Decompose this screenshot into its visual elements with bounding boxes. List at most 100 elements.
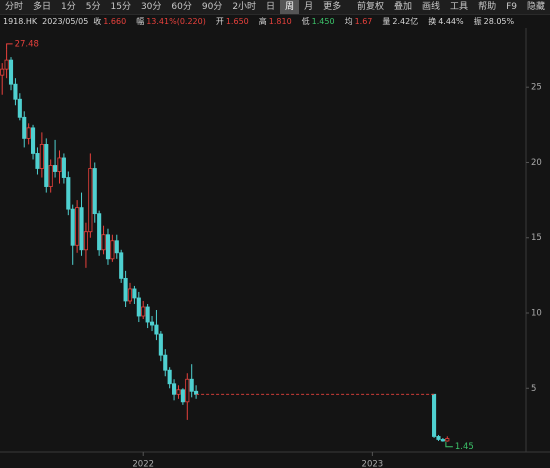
quote-label: 幅 (136, 17, 145, 26)
toolbar-button[interactable]: 分时 (5, 2, 24, 12)
candle-body (185, 378, 190, 403)
candle-body (110, 240, 115, 260)
quote-value: 1.650 (225, 17, 249, 26)
candle-body (70, 208, 75, 246)
candle-body (4, 59, 9, 70)
quote-label: 高 (258, 17, 267, 26)
quote-value: 13.41%(0.220) (146, 17, 206, 26)
annotation-pointer (445, 441, 453, 448)
annotation-pointer (6, 43, 13, 50)
quote-field: 量 2.42亿 (382, 16, 423, 27)
candle-body (176, 389, 181, 395)
candle-body (66, 177, 71, 210)
candle-body (97, 213, 102, 251)
candle-body (145, 306, 150, 323)
candle-body (30, 127, 36, 154)
toolbar-button[interactable]: 多日 (33, 2, 52, 12)
candle-body (114, 240, 119, 254)
candle-body (123, 277, 128, 302)
toolbar-button[interactable]: 30分 (140, 2, 162, 12)
x-tick-label: 2023 (362, 460, 384, 468)
quote-field: 高 1.810 (259, 16, 297, 27)
quote-label: 低 (301, 17, 310, 26)
candle-body (189, 378, 194, 392)
quote-label: 均 (344, 17, 353, 26)
annotation-label: 27.48 (15, 39, 39, 49)
quote-value: 2.42亿 (392, 17, 419, 26)
x-tick-label: 2022 (132, 460, 154, 468)
candle-body (136, 297, 141, 317)
toolbar-button[interactable]: 2小时 (232, 2, 257, 12)
candle-body (163, 354, 168, 371)
candle-body (61, 157, 66, 178)
candle-body (158, 333, 163, 356)
candle-body (13, 83, 18, 100)
toolbar-button[interactable]: 90分 (201, 2, 223, 12)
candle-body (101, 234, 106, 251)
toolbar-button[interactable]: 前复权 (357, 2, 385, 12)
toolbar-button[interactable]: 15分 (110, 2, 131, 12)
toolbar-button[interactable]: 工具 (450, 2, 469, 12)
quote-field: 振 28.05% (474, 16, 520, 27)
quote-label: 收 (93, 17, 102, 26)
y-tick-label: 25 (531, 83, 542, 93)
toolbar-button[interactable]: 隐藏 (526, 2, 545, 12)
candle-body (141, 306, 146, 317)
candle-body (432, 393, 437, 437)
candle-body (53, 165, 58, 172)
candle-body (436, 436, 441, 440)
quote-label: 量 (382, 17, 391, 26)
candle-body (83, 231, 88, 251)
candle-body (75, 207, 80, 246)
candle-body (57, 157, 62, 172)
candle-body (167, 369, 172, 385)
candle-body (440, 439, 445, 442)
candle-body (44, 144, 49, 187)
candle-body (445, 438, 450, 442)
candle-body (154, 324, 159, 335)
toolbar-button[interactable]: 帮助 (478, 2, 497, 12)
candle-body (149, 321, 155, 326)
toolbar-button[interactable]: F9 (506, 2, 517, 12)
toolbar-button[interactable]: 叠加 (394, 2, 413, 12)
candle-body (35, 153, 40, 169)
quote-value: 1.660 (103, 17, 127, 26)
chart: 5 10 15 20 25 2022 2023 27.48 1.45 (0, 28, 550, 468)
y-tick-label: 10 (531, 309, 542, 319)
toolbar-button[interactable]: 画线 (422, 2, 441, 12)
toolbar-button[interactable]: 日 (266, 2, 276, 12)
quote-line: 1918.HK 2023/05/05 收 1.660 幅 13.41%(0.220) 开… (0, 15, 550, 28)
toolbar-button[interactable]: 周 (280, 0, 300, 14)
quote-value: 4.44% (438, 17, 464, 26)
quote-field: 均 1.67 (345, 16, 378, 27)
quote-value: 28.05% (483, 17, 515, 26)
candle-body (119, 252, 124, 279)
quote-field: 换 4.44% (428, 16, 468, 27)
candle-body (79, 207, 84, 251)
quote-label: 振 (473, 17, 482, 26)
quote-field: 收 1.660 (93, 16, 131, 27)
candle-body (48, 165, 53, 187)
toolbar-button[interactable]: 5分 (85, 2, 101, 12)
y-tick-label: 20 (531, 158, 542, 168)
candle-body (88, 168, 93, 233)
candle-body (17, 98, 22, 118)
y-tick-label: 5 (531, 384, 536, 394)
quote-field: 低 1.450 (302, 16, 340, 27)
toolbar-button[interactable]: 60分 (171, 2, 192, 12)
toolbar-button[interactable]: 月 (304, 2, 314, 12)
toolbar-button[interactable]: 1分 (61, 2, 76, 12)
candle-body (0, 68, 5, 76)
candle-body (22, 116, 27, 139)
candle-body (92, 168, 97, 215)
quote-field: 开 1.650 (216, 16, 254, 27)
candle-body (132, 288, 137, 299)
candle-body (194, 390, 199, 395)
candle-body (8, 59, 14, 85)
toolbar-button[interactable]: 更多 (323, 2, 342, 12)
date: 2023/05/05 (42, 17, 89, 26)
toolbar: 分时 多日 1分 5分 15分 30分 60分 90分 2小时日周月更多 前复权 叠加 画线 工具 帮助 F… (0, 0, 550, 15)
quote-label: 开 (215, 17, 224, 26)
quote-value: 1.450 (311, 17, 335, 26)
